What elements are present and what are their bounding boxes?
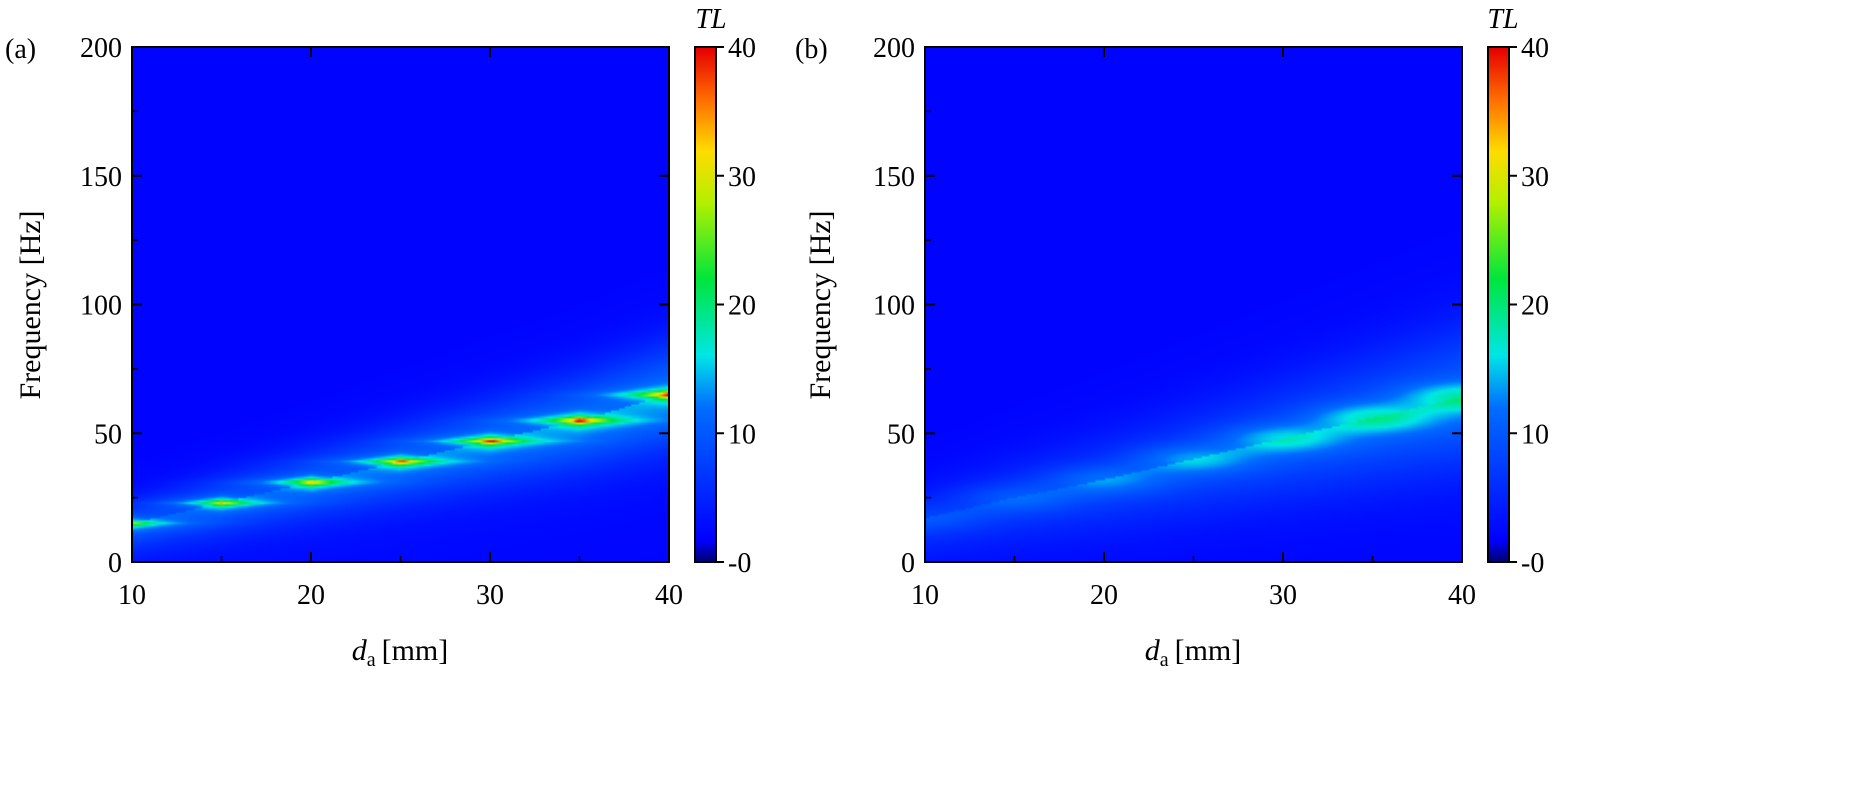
x-tick-label: 10: [118, 580, 146, 611]
colorbar-tick-label: 20: [1521, 291, 1549, 322]
y-axis-label: Frequency [Hz]: [14, 210, 47, 399]
heatmap-image: [925, 47, 1462, 562]
colorbar-title: TL: [695, 4, 726, 35]
y-tick-label: 200: [80, 33, 122, 64]
colorbar-tick-label: 40: [1521, 33, 1549, 64]
x-tick-label: 20: [1090, 580, 1118, 611]
y-tick-label: 100: [873, 291, 915, 322]
colorbar-image: [1488, 47, 1509, 562]
colorbar-title: TL: [1487, 4, 1518, 35]
y-tick-label: 50: [94, 419, 122, 450]
colorbar-tick-label: 10: [1521, 419, 1549, 450]
axes: 10 20 30 40 0 50 100 150 200: [873, 33, 1476, 611]
y-tick-label: 50: [887, 419, 915, 450]
colorbar-tick-label: 30: [728, 162, 756, 193]
y-tick-label: 150: [873, 162, 915, 193]
y-tick-label: 0: [901, 548, 915, 579]
colorbar-axes: -0 10 20 30 40: [1509, 33, 1549, 579]
y-tick-label: 100: [80, 291, 122, 322]
colorbar-axes: -0 10 20 30 40: [716, 33, 756, 579]
panel-label: (b): [795, 34, 828, 65]
x-tick-label: 30: [1269, 580, 1297, 611]
colorbar-image: [695, 47, 716, 562]
y-axis-label: Frequency [Hz]: [804, 210, 837, 399]
x-tick-label: 40: [1448, 580, 1476, 611]
colorbar-tick-label: 40: [728, 33, 756, 64]
x-tick-label: 20: [297, 580, 325, 611]
x-axis-label: da [mm]: [1145, 634, 1242, 671]
x-tick-label: 40: [655, 580, 683, 611]
axes: 10 20 30 40 0 50 100 150 200: [80, 33, 683, 611]
y-tick-label: 150: [80, 162, 122, 193]
y-tick-label: 200: [873, 33, 915, 64]
colorbar-tick-label: -0: [1521, 548, 1544, 579]
colorbar-tick-label: 20: [728, 291, 756, 322]
panel-label: (a): [5, 34, 36, 65]
y-tick-label: 0: [108, 548, 122, 579]
heatmap-image: [132, 47, 669, 562]
x-tick-label: 30: [476, 580, 504, 611]
colorbar-tick-label: -0: [728, 548, 751, 579]
x-axis-label: da [mm]: [352, 634, 449, 671]
x-tick-label: 10: [911, 580, 939, 611]
colorbar-tick-label: 30: [1521, 162, 1549, 193]
colorbar-tick-label: 10: [728, 419, 756, 450]
